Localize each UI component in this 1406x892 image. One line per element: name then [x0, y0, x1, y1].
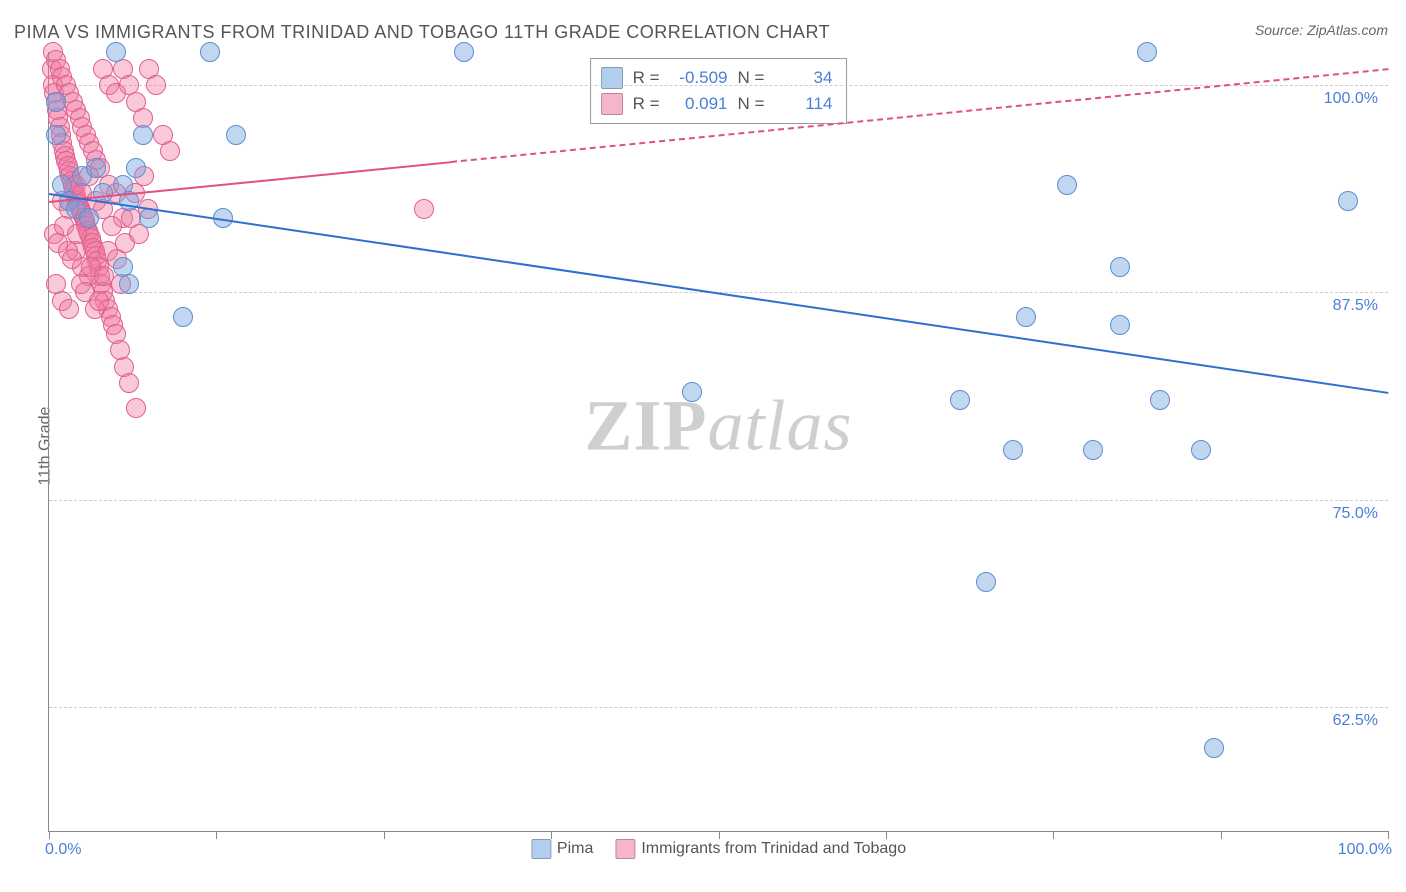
scatter-point — [126, 158, 146, 178]
scatter-point — [126, 398, 146, 418]
r-value-trinidad: 0.091 — [670, 94, 728, 114]
scatter-point — [1110, 315, 1130, 335]
legend-item-pima: Pima — [531, 839, 593, 859]
gridline — [49, 500, 1388, 501]
scatter-point — [106, 42, 126, 62]
scatter-point — [133, 125, 153, 145]
scatter-point — [46, 92, 66, 112]
y-tick-label: 100.0% — [1324, 90, 1378, 108]
scatter-point — [46, 125, 66, 145]
n-label: N = — [738, 94, 765, 114]
swatch-trinidad-icon — [615, 839, 635, 859]
x-tick — [1053, 831, 1054, 839]
scatter-point — [1016, 307, 1036, 327]
x-axis-max-label: 100.0% — [1338, 841, 1392, 859]
scatter-point — [976, 572, 996, 592]
legend-item-trinidad: Immigrants from Trinidad and Tobago — [615, 839, 906, 859]
x-tick — [886, 831, 887, 839]
scatter-point — [454, 42, 474, 62]
watermark: ZIPatlas — [584, 384, 852, 467]
y-tick-label: 87.5% — [1333, 297, 1378, 315]
gridline — [49, 85, 1388, 86]
swatch-pima-icon — [531, 839, 551, 859]
x-tick — [1388, 831, 1389, 839]
x-tick — [384, 831, 385, 839]
source-label: Source: ZipAtlas.com — [1255, 22, 1388, 38]
y-tick-label: 75.0% — [1333, 505, 1378, 523]
scatter-point — [119, 274, 139, 294]
scatter-point — [1057, 175, 1077, 195]
scatter-point — [682, 382, 702, 402]
gridline — [49, 707, 1388, 708]
x-tick — [216, 831, 217, 839]
scatter-point — [1204, 738, 1224, 758]
x-tick — [719, 831, 720, 839]
watermark-atlas: atlas — [708, 385, 853, 465]
scatter-point — [119, 373, 139, 393]
scatter-point — [950, 390, 970, 410]
scatter-point — [1110, 257, 1130, 277]
scatter-point — [102, 216, 122, 236]
scatter-point — [86, 158, 106, 178]
scatter-point — [200, 42, 220, 62]
scatter-point — [226, 125, 246, 145]
x-tick — [551, 831, 552, 839]
scatter-point — [79, 208, 99, 228]
scatter-point — [1137, 42, 1157, 62]
chart-title: PIMA VS IMMIGRANTS FROM TRINIDAD AND TOB… — [14, 22, 830, 43]
n-value-trinidad: 114 — [774, 94, 832, 114]
series-legend: Pima Immigrants from Trinidad and Tobago — [531, 839, 906, 859]
legend-label-pima: Pima — [557, 840, 593, 857]
scatter-point — [173, 307, 193, 327]
scatter-point — [62, 249, 82, 269]
scatter-point — [1150, 390, 1170, 410]
scatter-point — [89, 291, 109, 311]
scatter-point — [414, 199, 434, 219]
scatter-plot: ZIPatlas R = -0.509 N = 34 R = 0.091 N =… — [48, 52, 1388, 832]
stats-legend: R = -0.509 N = 34 R = 0.091 N = 114 — [590, 58, 848, 124]
stats-row-pima: R = -0.509 N = 34 — [601, 65, 833, 91]
swatch-trinidad-icon — [601, 93, 623, 115]
scatter-point — [1191, 440, 1211, 460]
stats-row-trinidad: R = 0.091 N = 114 — [601, 91, 833, 117]
x-axis-min-label: 0.0% — [45, 841, 81, 859]
scatter-point — [1338, 191, 1358, 211]
scatter-point — [67, 224, 87, 244]
r-label: R = — [633, 94, 660, 114]
scatter-point — [1003, 440, 1023, 460]
scatter-point — [1083, 440, 1103, 460]
scatter-point — [160, 141, 180, 161]
x-tick — [49, 831, 50, 839]
legend-label-trinidad: Immigrants from Trinidad and Tobago — [641, 840, 906, 857]
y-tick-label: 62.5% — [1333, 712, 1378, 730]
scatter-point — [59, 299, 79, 319]
x-tick — [1221, 831, 1222, 839]
scatter-point — [146, 75, 166, 95]
